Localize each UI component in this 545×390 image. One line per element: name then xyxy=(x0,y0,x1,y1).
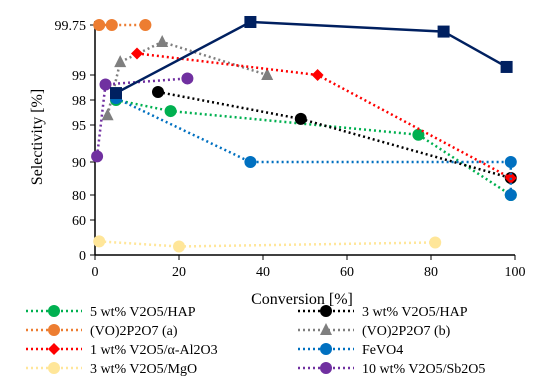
series-2 xyxy=(93,19,152,31)
series-7 xyxy=(91,72,194,163)
y-tick-label: 60 xyxy=(72,214,86,229)
y-tick-label: 80 xyxy=(72,189,86,204)
legend-item: 3 wt% V2O5/MgO xyxy=(26,362,197,377)
legend-item: FeVO4 xyxy=(298,343,403,358)
y-tick-label: 95 xyxy=(72,119,86,134)
legend-item: 5 wt% V2O5/HAP xyxy=(26,305,196,320)
data-point xyxy=(91,150,104,163)
y-tick-label: 98 xyxy=(72,94,86,109)
legend-label: 3 wt% V2O5/HAP xyxy=(362,305,468,320)
data-point xyxy=(261,68,274,80)
legend-item: 3 wt% V2O5/HAP xyxy=(298,305,468,320)
data-point xyxy=(139,19,152,31)
data-point xyxy=(99,78,112,91)
legend-label: FeVO4 xyxy=(362,343,403,358)
x-tick-label: 80 xyxy=(424,265,438,280)
x-axis-label: Conversion [%] xyxy=(251,291,353,308)
series-0 xyxy=(110,94,517,201)
y-tick-label: 90 xyxy=(72,156,86,171)
axes: 0 20 40 60 80 100 0 60 80 90 95 98 99 99.75 xyxy=(55,19,526,280)
series-line xyxy=(115,20,508,95)
series-3 xyxy=(101,34,274,121)
data-point xyxy=(437,25,450,38)
data-point xyxy=(173,240,185,253)
x-tick-label: 40 xyxy=(256,265,270,280)
data-point xyxy=(114,55,127,68)
data-point xyxy=(244,156,257,168)
legend-label: 5 wt% V2O5/HAP xyxy=(90,305,196,320)
data-point xyxy=(131,47,143,60)
data-point xyxy=(101,108,114,121)
data-point xyxy=(429,236,442,249)
legend-label: 3 wt% V2O5/MgO xyxy=(90,362,197,377)
series-6 xyxy=(93,235,442,253)
series-line xyxy=(99,240,436,248)
data-point xyxy=(294,112,307,125)
legend-item: 10 wt% V2O5/Sb2O5 xyxy=(298,362,485,377)
series-8 xyxy=(110,15,513,100)
legend-swatch-marker xyxy=(320,343,332,355)
data-point xyxy=(152,85,164,98)
data-point xyxy=(93,19,106,31)
series-line xyxy=(157,90,512,180)
legend-swatch-marker xyxy=(48,324,60,336)
data-point xyxy=(500,60,513,73)
series-layer xyxy=(91,15,517,253)
data-point xyxy=(93,235,106,248)
data-point xyxy=(110,87,122,100)
series-line xyxy=(115,98,512,197)
legend-label: (VO)2P2O7 (b) xyxy=(362,324,451,339)
y-tick-label: 0 xyxy=(79,249,86,264)
series-1 xyxy=(152,85,517,185)
x-tick-label: 100 xyxy=(505,265,526,280)
data-point xyxy=(504,189,517,201)
data-point xyxy=(244,15,257,28)
legend-label: 1 wt% V2O5/α-Al2O3 xyxy=(90,343,218,358)
x-tick-label: 0 xyxy=(92,265,99,280)
series-line xyxy=(115,97,513,195)
legend: 5 wt% V2O5/HAP 3 wt% V2O5/HAP (VO)2P2O7 (a… xyxy=(26,305,485,377)
data-point xyxy=(105,19,118,31)
legend-item: (VO)2P2O7 (a) xyxy=(26,324,178,339)
y-tick-label: 99 xyxy=(72,69,86,84)
legend-swatch-marker xyxy=(48,305,60,317)
data-point xyxy=(156,34,169,47)
legend-item: 1 wt% V2O5/α-Al2O3 xyxy=(26,343,218,358)
y-tick-label: 99.75 xyxy=(55,19,87,34)
legend-label: (VO)2P2O7 (a) xyxy=(90,324,178,339)
legend-swatch-marker xyxy=(48,343,60,355)
legend-swatch-marker xyxy=(48,362,60,374)
legend-swatch-marker xyxy=(320,362,332,374)
data-point xyxy=(311,69,324,81)
data-point xyxy=(181,72,194,85)
legend-item: (VO)2P2O7 (b) xyxy=(298,323,451,339)
y-axis-label: Selectivity [%] xyxy=(29,89,46,185)
x-tick-label: 60 xyxy=(340,265,354,280)
series-4 xyxy=(131,47,517,185)
legend-swatch-marker xyxy=(320,323,332,335)
data-point xyxy=(164,105,177,118)
series-line xyxy=(106,40,268,116)
legend-swatch-marker xyxy=(320,305,332,317)
series-line xyxy=(136,52,512,180)
x-tick-label: 20 xyxy=(172,265,186,280)
data-point xyxy=(504,156,517,168)
legend-label: 10 wt% V2O5/Sb2O5 xyxy=(362,362,485,377)
